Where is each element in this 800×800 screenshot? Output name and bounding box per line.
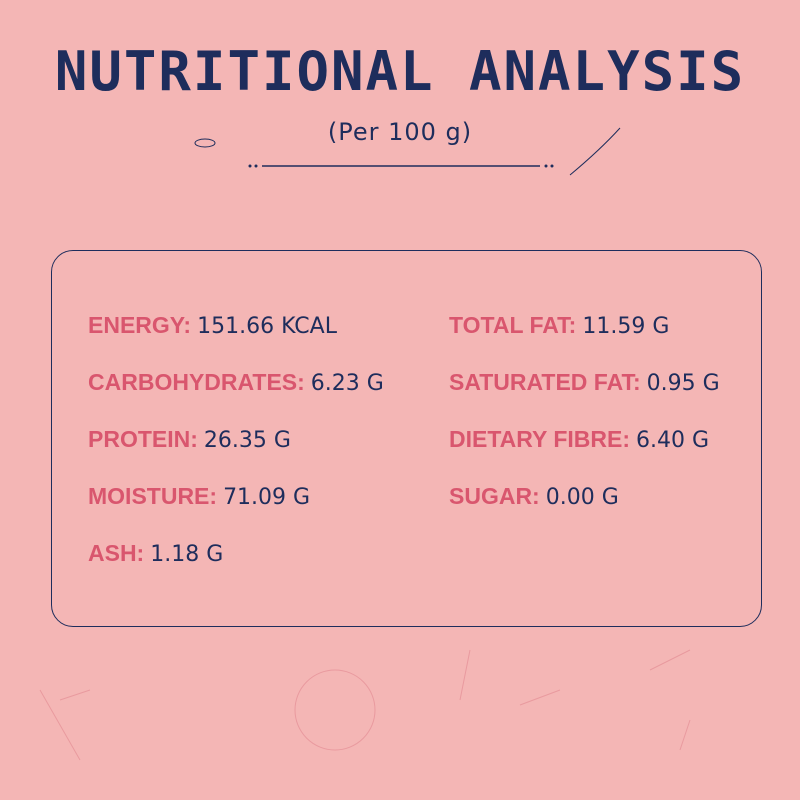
nutrient-row: SUGAR: 0.00 G	[449, 483, 619, 510]
nutrient-value: 26.35 G	[203, 428, 291, 453]
subtitle: (Per 100 g)	[327, 118, 473, 146]
nutrient-value: 151.66 KCAL	[197, 314, 337, 339]
nutrient-label: CARBOHYDRATES:	[88, 369, 305, 395]
nutrient-row: ENERGY: 151.66 KCAL	[88, 312, 337, 339]
nutrient-label: PROTEIN:	[88, 426, 198, 452]
nutrient-value: 0.00 G	[545, 485, 619, 510]
nutrient-value: 0.95 G	[646, 371, 720, 396]
nutrient-label: SATURATED FAT:	[449, 369, 641, 395]
nutrient-value: 71.09 G	[223, 485, 311, 510]
nutrient-label: TOTAL FAT:	[449, 312, 577, 338]
nutrient-label: MOISTURE:	[88, 483, 218, 509]
nutrient-value: 6.40 G	[636, 428, 710, 453]
nutrient-label: DIETARY FIBRE:	[449, 426, 631, 452]
nutrient-label: ASH:	[88, 540, 145, 566]
nutrient-label: SUGAR:	[449, 483, 540, 509]
nutrient-row: SATURATED FAT: 0.95 G	[449, 369, 720, 396]
nutrient-row: MOISTURE: 71.09 G	[88, 483, 310, 510]
nutrient-row: TOTAL FAT: 11.59 G	[449, 312, 669, 339]
nutrient-box	[51, 250, 762, 627]
nutrient-row: DIETARY FIBRE: 6.40 G	[449, 426, 709, 453]
title: NUTRITIONAL ANALYSIS	[54, 40, 746, 103]
nutrient-value: 1.18 G	[150, 542, 224, 567]
nutrient-value: 11.59 G	[582, 314, 670, 339]
nutrient-row: ASH: 1.18 G	[88, 540, 223, 567]
nutrient-label: ENERGY:	[88, 312, 192, 338]
nutrient-value: 6.23 G	[310, 371, 384, 396]
nutrient-row: CARBOHYDRATES: 6.23 G	[88, 369, 384, 396]
nutrient-row: PROTEIN: 26.35 G	[88, 426, 291, 453]
